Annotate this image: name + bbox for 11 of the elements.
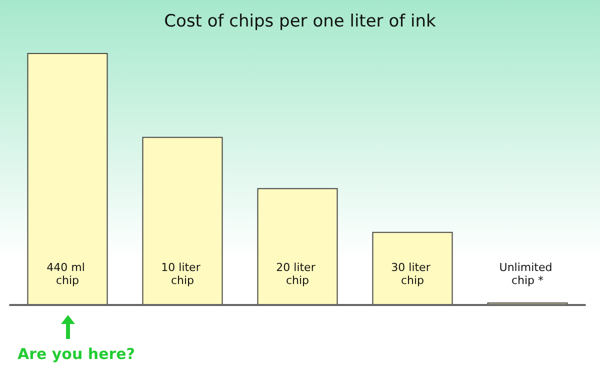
x-tick-label: Unlimited chip * [499, 261, 556, 287]
x-tick-label: 440 ml chip [46, 261, 88, 287]
bar [27, 53, 108, 305]
x-tick-label: 30 liter chip [391, 261, 434, 287]
bar [257, 188, 338, 305]
x-tick-label: 20 liter chip [276, 261, 319, 287]
chart-title: Cost of chips per one liter of ink [164, 12, 436, 32]
text: Are you here? [18, 345, 136, 363]
bar [142, 136, 223, 305]
x-tick-label: 10 liter chip [161, 261, 204, 287]
bar [372, 232, 453, 305]
